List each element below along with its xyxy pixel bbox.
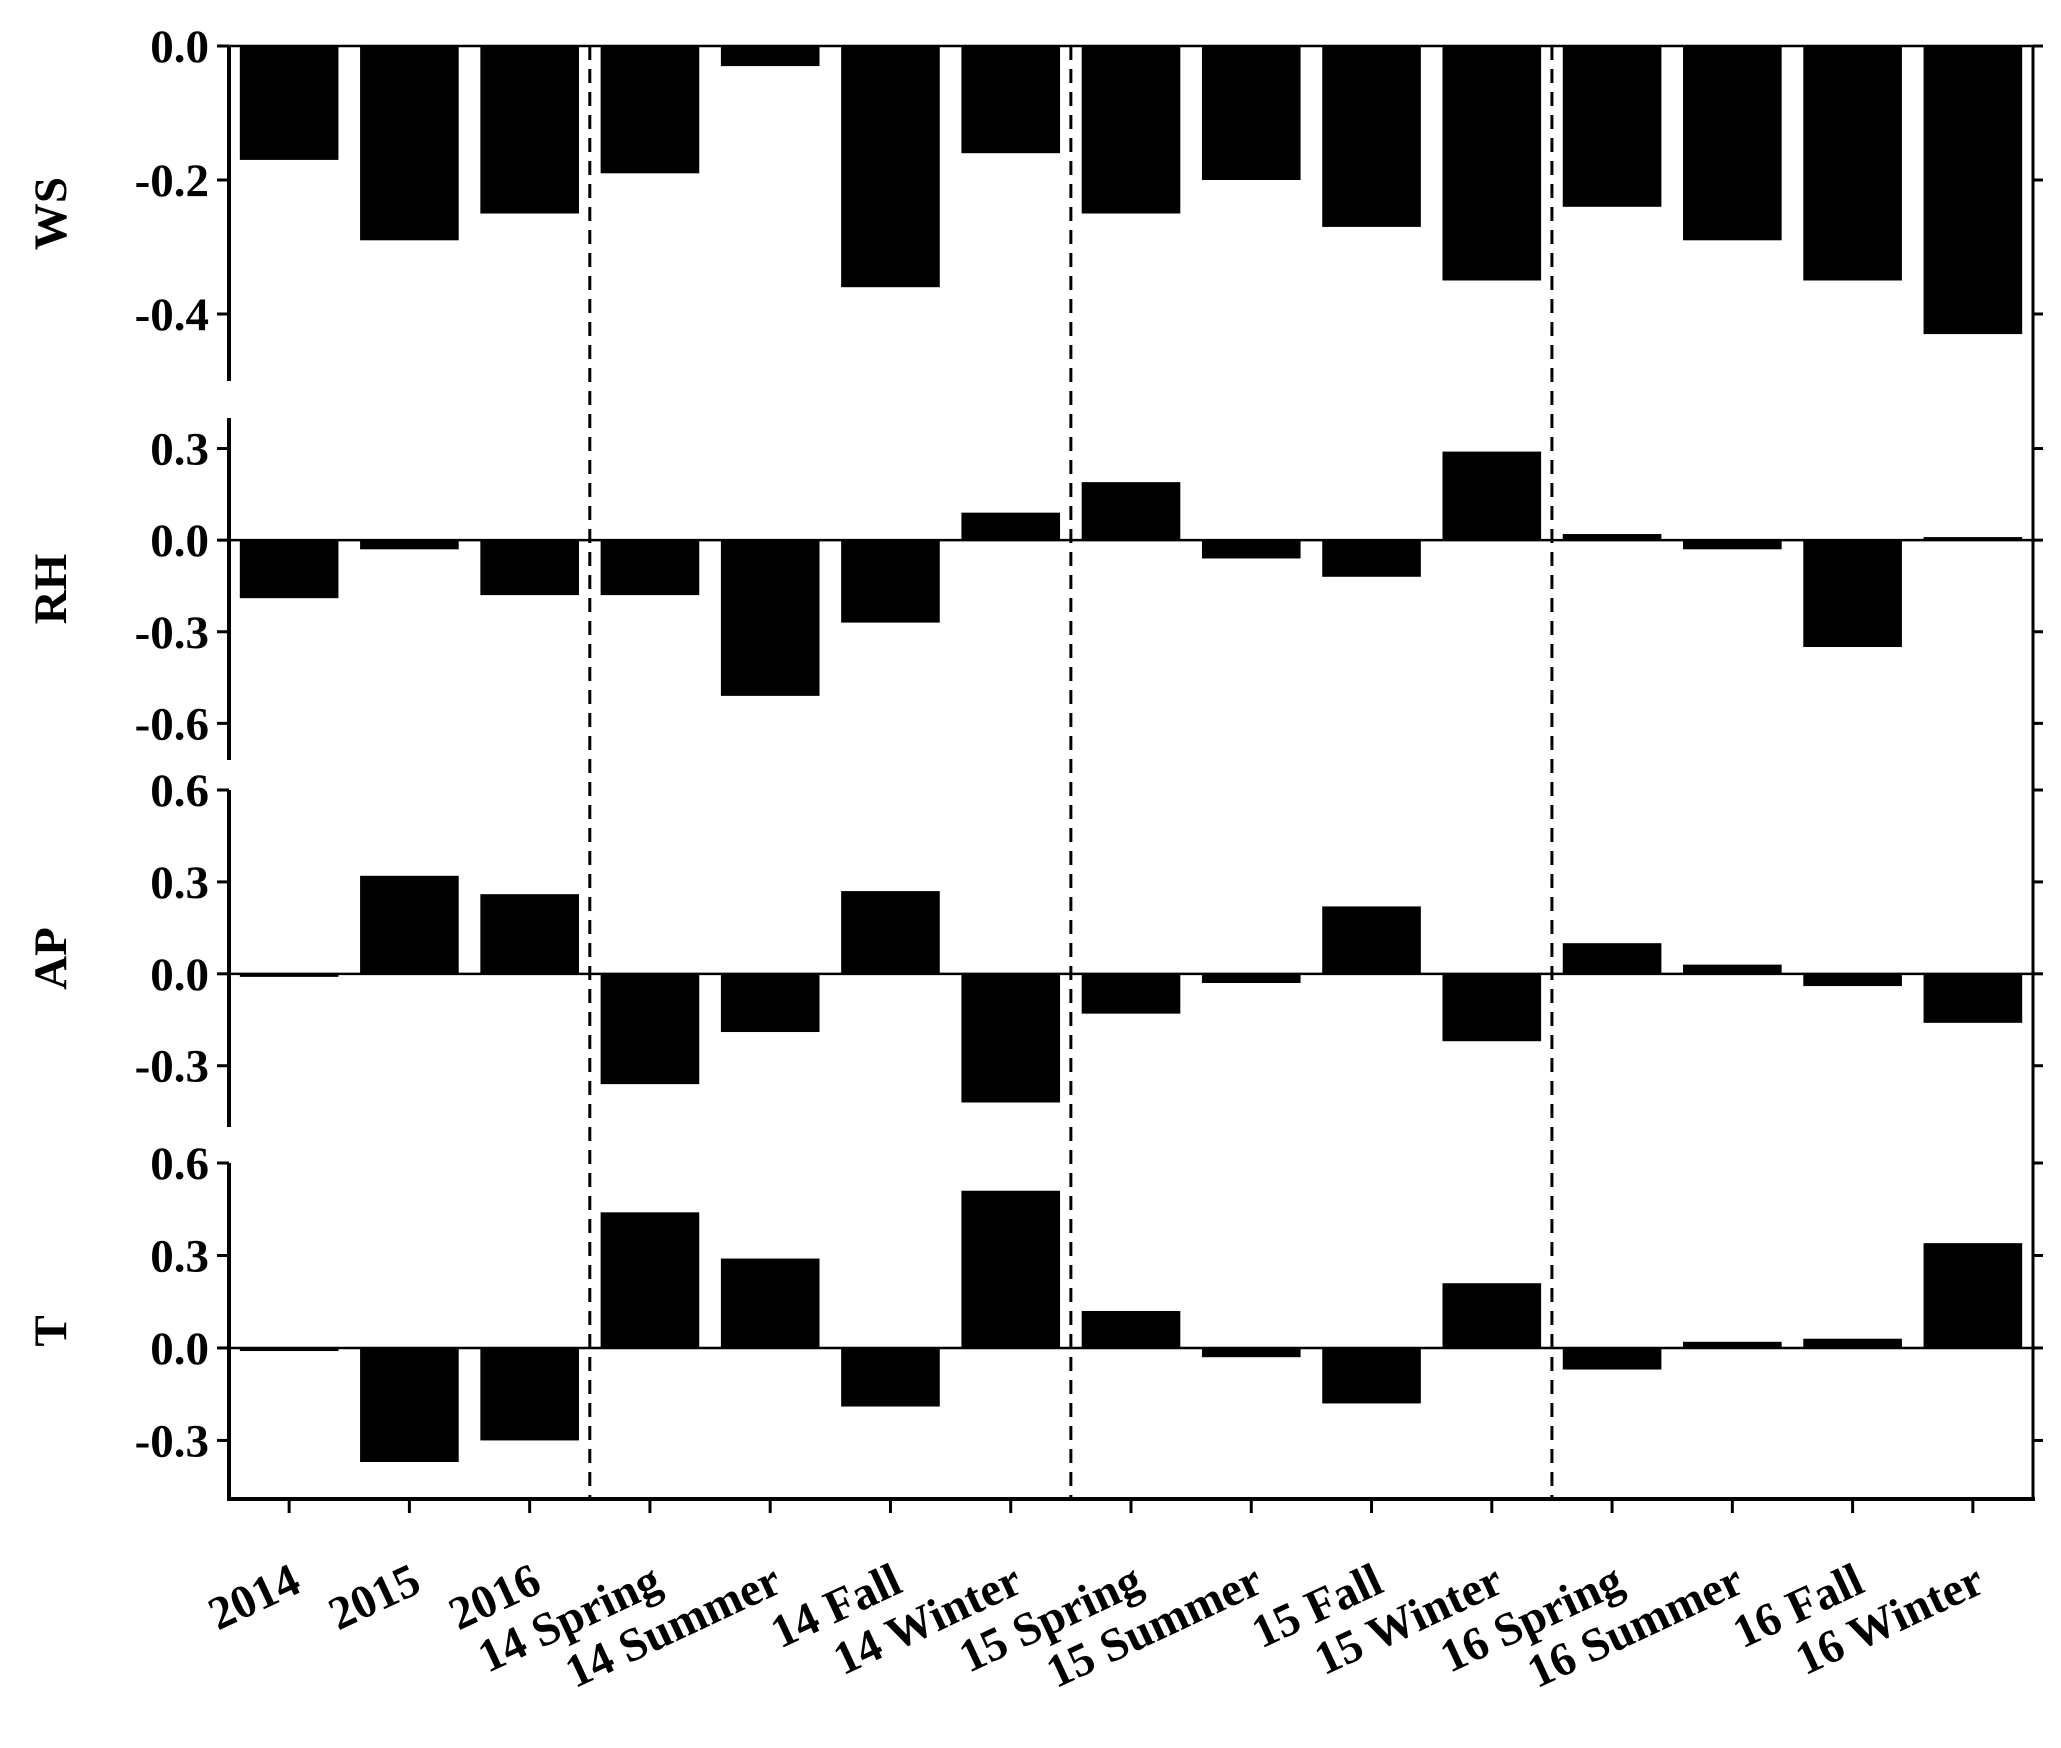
y-tick-label: 0.0 bbox=[150, 949, 209, 1001]
bar bbox=[1201, 1347, 1301, 1358]
bar bbox=[1562, 46, 1662, 207]
bar bbox=[1442, 46, 1542, 281]
bar bbox=[1923, 1243, 2023, 1348]
bar bbox=[720, 1258, 820, 1348]
bar bbox=[961, 973, 1061, 1103]
y-tick-label: 0.3 bbox=[150, 424, 209, 476]
bar bbox=[480, 1347, 579, 1441]
y-tick-label: -0.3 bbox=[135, 1415, 209, 1467]
bar bbox=[720, 46, 820, 67]
bar bbox=[1562, 1347, 1662, 1370]
bar bbox=[841, 46, 940, 288]
y-axis-label: WS bbox=[25, 177, 77, 250]
y-tick-label: 0.3 bbox=[150, 1230, 209, 1282]
bar bbox=[1442, 973, 1542, 1042]
bar bbox=[1562, 943, 1662, 974]
bar bbox=[1201, 973, 1301, 984]
bar bbox=[961, 1190, 1061, 1348]
bar bbox=[239, 973, 339, 977]
bar bbox=[239, 46, 339, 160]
y-tick-label: -0.3 bbox=[135, 607, 209, 659]
bar bbox=[239, 540, 339, 599]
bar bbox=[1683, 964, 1782, 974]
bar bbox=[961, 512, 1061, 541]
bar bbox=[961, 46, 1061, 154]
bar bbox=[1923, 973, 2023, 1023]
bar bbox=[1683, 540, 1782, 550]
bar bbox=[1683, 46, 1782, 241]
bar bbox=[600, 46, 700, 174]
bar bbox=[1081, 482, 1181, 541]
bar bbox=[1923, 46, 2023, 335]
bar bbox=[600, 973, 700, 1085]
y-tick-label: 0.0 bbox=[150, 1323, 209, 1375]
y-tick-label: 0.0 bbox=[150, 515, 209, 567]
bar bbox=[1201, 46, 1301, 180]
bar bbox=[360, 46, 459, 241]
x-tick-label: 2014 bbox=[201, 1554, 308, 1641]
bar bbox=[1803, 46, 1902, 281]
bar bbox=[1081, 1310, 1181, 1348]
bar bbox=[1081, 46, 1181, 214]
bar bbox=[600, 540, 700, 596]
bar bbox=[1923, 537, 2023, 541]
bar bbox=[841, 540, 940, 623]
y-axis-label: AP bbox=[25, 927, 77, 990]
bar bbox=[239, 1347, 339, 1352]
bar bbox=[841, 1347, 940, 1407]
bar bbox=[480, 540, 579, 596]
bar bbox=[720, 540, 820, 696]
y-tick-label: 0.6 bbox=[150, 1138, 209, 1190]
bar bbox=[1442, 1283, 1542, 1348]
bar bbox=[1322, 540, 1421, 577]
bar bbox=[480, 46, 579, 214]
bar bbox=[1803, 540, 1902, 648]
y-tick-label: -0.6 bbox=[135, 698, 209, 750]
bar bbox=[480, 894, 579, 974]
bar bbox=[1322, 46, 1421, 227]
bar bbox=[1442, 451, 1542, 541]
bar bbox=[1081, 973, 1181, 1014]
bar bbox=[1683, 1341, 1782, 1348]
bar bbox=[1803, 973, 1902, 987]
bar bbox=[1322, 906, 1421, 974]
bar bbox=[360, 540, 459, 550]
bar bbox=[360, 1347, 459, 1463]
bar bbox=[1803, 1338, 1902, 1348]
y-tick-label: 0.0 bbox=[150, 21, 209, 73]
y-axis-label: T bbox=[25, 1315, 77, 1346]
bar bbox=[1201, 540, 1301, 559]
bar bbox=[720, 973, 820, 1033]
bar bbox=[360, 875, 459, 974]
bar bbox=[841, 891, 940, 974]
y-tick-label: -0.3 bbox=[135, 1041, 209, 1093]
x-tick-label: 2015 bbox=[321, 1554, 428, 1641]
bar bbox=[1562, 534, 1662, 541]
y-tick-label: -0.4 bbox=[135, 289, 209, 341]
y-tick-label: 0.6 bbox=[150, 765, 209, 817]
y-tick-label: -0.2 bbox=[135, 155, 209, 207]
y-tick-label: 0.3 bbox=[150, 857, 209, 909]
y-axis-label: RH bbox=[25, 554, 77, 625]
bar bbox=[600, 1212, 700, 1348]
bar bbox=[1322, 1347, 1421, 1404]
